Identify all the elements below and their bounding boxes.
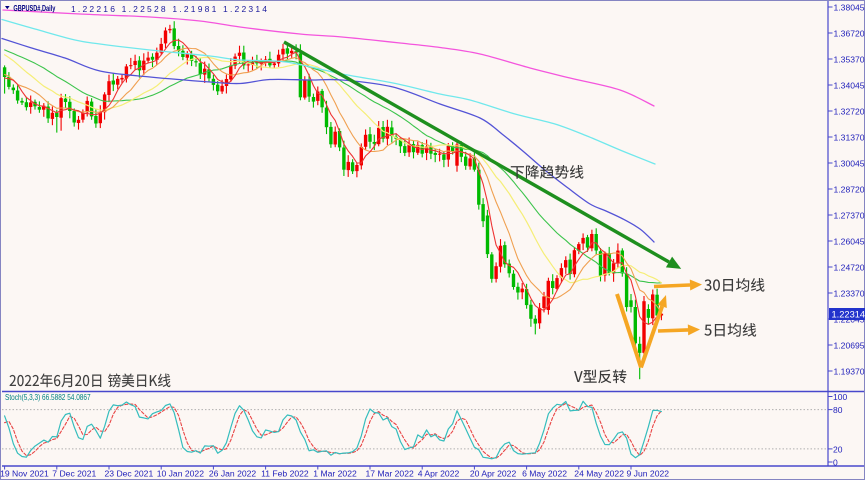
svg-text:1.22216 1.22528 1.21981 1.2231: 1.22216 1.22528 1.21981 1.22314	[71, 4, 269, 14]
svg-text:20: 20	[833, 444, 843, 454]
svg-text:1 Mar 2022: 1 Mar 2022	[313, 468, 357, 478]
svg-text:11 Feb 2022: 11 Feb 2022	[261, 468, 309, 478]
svg-text:100: 100	[833, 392, 847, 402]
svg-text:7 Dec 2021: 7 Dec 2021	[52, 468, 96, 478]
svg-text:1.19370: 1.19370	[834, 367, 865, 377]
svg-text:1.24720: 1.24720	[834, 263, 865, 273]
svg-text:0: 0	[833, 458, 838, 468]
svg-text:1.23370: 1.23370	[834, 289, 865, 299]
svg-text:1.30045: 1.30045	[834, 159, 865, 169]
svg-text:10 Jan 2022: 10 Jan 2022	[157, 468, 205, 478]
svg-text:80: 80	[833, 405, 843, 415]
svg-text:1.26045: 1.26045	[834, 237, 865, 247]
svg-text:4 Apr 2022: 4 Apr 2022	[418, 468, 460, 478]
svg-text:1.36720: 1.36720	[834, 29, 865, 39]
svg-text:1.31370: 1.31370	[834, 133, 865, 143]
svg-text:24 May 2022: 24 May 2022	[574, 468, 624, 478]
svg-text:17 Mar 2022: 17 Mar 2022	[366, 468, 414, 478]
svg-text:Stoch(5,3,3) 66.5882 54.0867: Stoch(5,3,3) 66.5882 54.0867	[5, 392, 91, 402]
svg-text:GBPUSD#,Daily: GBPUSD#,Daily	[13, 5, 55, 13]
svg-text:1.35370: 1.35370	[834, 55, 865, 65]
svg-text:26 Jan 2022: 26 Jan 2022	[209, 468, 257, 478]
svg-text:1.34045: 1.34045	[834, 81, 865, 91]
svg-text:1.38045: 1.38045	[834, 3, 865, 13]
svg-text:19 Nov 2021: 19 Nov 2021	[0, 468, 49, 478]
svg-text:20 Apr 2022: 20 Apr 2022	[470, 468, 517, 478]
svg-text:1.20695: 1.20695	[834, 341, 865, 351]
svg-text:9 Jun 2022: 9 Jun 2022	[627, 468, 670, 478]
svg-text:1.27370: 1.27370	[834, 211, 865, 221]
svg-text:6 May 2022: 6 May 2022	[522, 468, 567, 478]
svg-text:1.22314: 1.22314	[832, 309, 865, 319]
svg-text:23 Dec 2021: 23 Dec 2021	[105, 468, 154, 478]
svg-text:1.28720: 1.28720	[834, 185, 865, 195]
svg-text:1.32720: 1.32720	[834, 107, 865, 117]
